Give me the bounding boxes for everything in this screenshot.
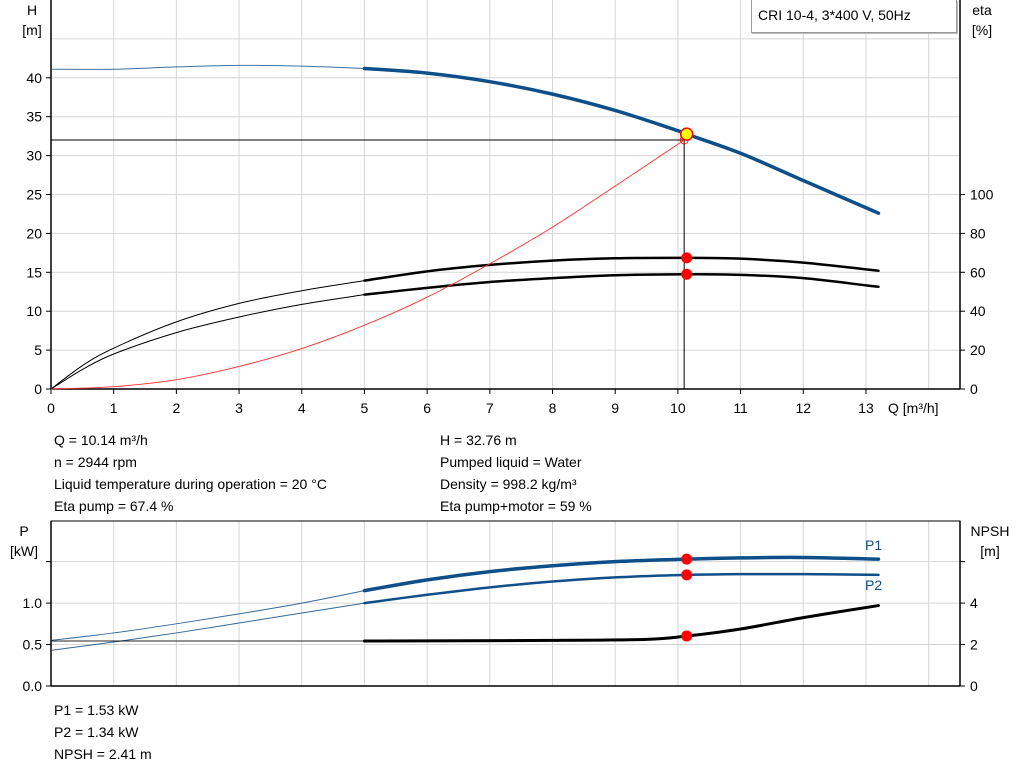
eta-tick-label: 60 <box>970 264 986 280</box>
h-tick-label: 0 <box>34 381 42 397</box>
eta_pump_motor-curve <box>363 272 880 296</box>
h-tick-label: 10 <box>26 303 42 319</box>
npsh-axis-title: NPSH <box>970 523 1010 539</box>
h-axis-title: H <box>26 2 38 18</box>
eta_pump-curve-thin <box>50 280 365 390</box>
h-tick-label: 25 <box>26 187 42 203</box>
p-axis-label: P [kW] <box>4 521 44 561</box>
p-tick-label: 0.0 <box>23 678 43 694</box>
H-curve <box>362 66 881 215</box>
info-eta-pump-motor: Eta pump+motor = 59 % <box>440 498 592 514</box>
q-tick-label: 11 <box>733 400 748 416</box>
info-temp: Liquid temperature during operation = 20… <box>54 476 327 492</box>
npsh-tick-label: 4 <box>970 595 978 611</box>
H-curve-thin <box>50 64 365 70</box>
P2-curve <box>363 572 880 605</box>
h-tick-label: 35 <box>26 109 42 125</box>
h-tick-label: 15 <box>26 264 42 280</box>
chart-legend: CRI 10-4, 3*400 V, 50Hz <box>751 0 957 33</box>
q-tick-label: 12 <box>795 400 811 416</box>
h-tick-label: 5 <box>34 342 42 358</box>
info-eta-pump: Eta pump = 67.4 % <box>54 498 174 514</box>
eta-axis-title: eta <box>972 2 992 18</box>
info-bottom: P1 = 1.53 kW P2 = 1.34 kW NPSH = 2.41 m <box>54 699 152 765</box>
info-p2: P2 = 1.34 kW <box>54 724 139 740</box>
q-axis-label: Q [m³/h] <box>888 400 939 416</box>
P1-curve-thin <box>50 590 365 641</box>
info-density: Density = 998.2 kg/m³ <box>440 476 577 492</box>
h-axis-unit: [m] <box>22 22 42 38</box>
info-h: H = 32.76 m <box>440 432 517 448</box>
P2-curve-thin <box>50 602 365 651</box>
eta-axis-unit: [%] <box>971 22 993 38</box>
q-tick-label: 3 <box>235 400 243 416</box>
P1-curve <box>362 555 881 593</box>
legend-text: CRI 10-4, 3*400 V, 50Hz <box>758 7 911 23</box>
eta-pump-motor-marker <box>681 268 693 280</box>
info-npsh: NPSH = 2.41 m <box>54 746 152 762</box>
info-n: n = 2944 rpm <box>54 454 137 470</box>
eta_pump-curve <box>363 256 880 282</box>
q-tick-label: 0 <box>47 400 55 416</box>
info-liquid: Pumped liquid = Water <box>440 454 582 470</box>
q-tick-label: 1 <box>110 400 118 416</box>
eta-axis-label: eta [%] <box>962 0 1002 40</box>
q-tick-label: 6 <box>423 400 431 416</box>
npsh-axis-unit: [m] <box>980 543 1000 559</box>
h-tick-label: 30 <box>26 148 42 164</box>
duty-point-marker <box>679 127 694 141</box>
eta-tick-label: 100 <box>970 187 994 203</box>
system-curve-thin <box>50 139 685 390</box>
info-top-right: H = 32.76 m Pumped liquid = Water Densit… <box>440 429 592 517</box>
h-tick-label: 40 <box>26 70 42 86</box>
NPSH-curve <box>362 604 881 643</box>
q-tick-label: 5 <box>361 400 369 416</box>
eta_pump_motor-curve-thin <box>50 294 365 390</box>
eta-pump-marker <box>681 252 693 264</box>
h-tick-label: 20 <box>26 225 42 241</box>
npsh-tick-label: 0 <box>970 678 978 694</box>
p-tick-label: 0.5 <box>23 637 43 653</box>
p1-curve-label: P1 <box>865 537 883 553</box>
p-axis-unit: [kW] <box>10 543 38 559</box>
p-axis-title: P <box>19 523 29 539</box>
eta-tick-label: 80 <box>970 225 986 241</box>
p2-marker <box>681 569 693 581</box>
q-tick-label: 4 <box>298 400 306 416</box>
npsh-tick-label: 2 <box>970 637 978 653</box>
q-tick-label: 9 <box>611 400 619 416</box>
q-tick-label: 7 <box>486 400 494 416</box>
eta-tick-label: 0 <box>970 381 978 397</box>
eta-tick-label: 20 <box>970 342 986 358</box>
q-tick-label: 13 <box>858 400 874 416</box>
q-tick-label: 8 <box>549 400 557 416</box>
info-top-left: Q = 10.14 m³/h n = 2944 rpm Liquid tempe… <box>54 429 327 517</box>
info-q: Q = 10.14 m³/h <box>54 432 148 448</box>
eta-tick-label: 40 <box>970 303 986 319</box>
npsh-marker <box>681 630 693 642</box>
info-p1: P1 = 1.53 kW <box>54 702 139 718</box>
h-axis-label: H [m] <box>14 0 50 40</box>
p-tick-label: 1.0 <box>23 595 43 611</box>
p2-curve-label: P2 <box>865 577 883 593</box>
q-tick-label: 10 <box>670 400 686 416</box>
npsh-axis-label: NPSH [m] <box>962 521 1018 561</box>
p1-marker <box>681 553 693 565</box>
q-tick-label: 2 <box>172 400 180 416</box>
